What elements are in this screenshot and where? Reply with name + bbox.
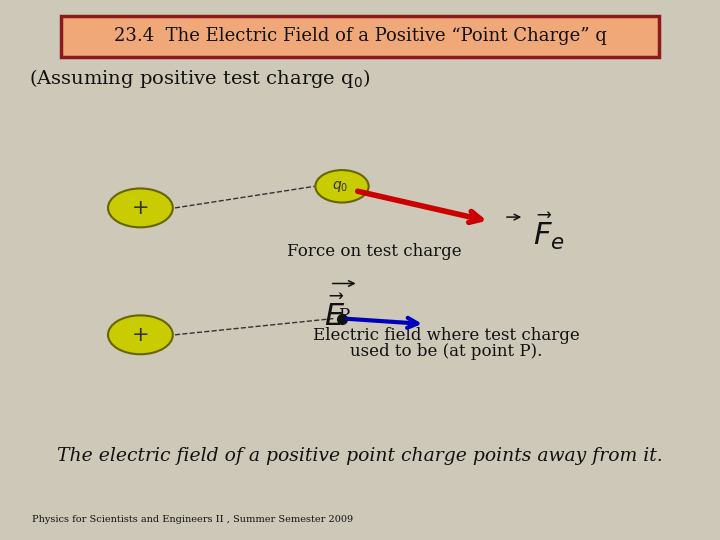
Text: (Assuming positive test charge q$_0$): (Assuming positive test charge q$_0$)	[29, 67, 370, 90]
Text: P: P	[338, 307, 349, 323]
Text: Force on test charge: Force on test charge	[287, 242, 462, 260]
Text: +: +	[132, 198, 149, 218]
Ellipse shape	[315, 170, 369, 202]
Text: $q_0$: $q_0$	[333, 179, 348, 194]
Text: $\vec{F}_e$: $\vec{F}_e$	[533, 211, 565, 252]
Text: +: +	[132, 325, 149, 345]
Text: used to be (at point P).: used to be (at point P).	[350, 342, 543, 360]
Ellipse shape	[108, 315, 173, 354]
Text: 23.4  The Electric Field of a Positive “Point Charge” q: 23.4 The Electric Field of a Positive “P…	[114, 28, 606, 45]
Text: The electric field of a positive point charge points away from it.: The electric field of a positive point c…	[57, 447, 663, 465]
Text: $\vec{E}$: $\vec{E}$	[324, 297, 346, 333]
Ellipse shape	[108, 188, 173, 227]
Text: Electric field where test charge: Electric field where test charge	[313, 327, 580, 345]
Text: Physics for Scientists and Engineers II , Summer Semester 2009: Physics for Scientists and Engineers II …	[32, 515, 354, 524]
FancyBboxPatch shape	[61, 16, 659, 57]
